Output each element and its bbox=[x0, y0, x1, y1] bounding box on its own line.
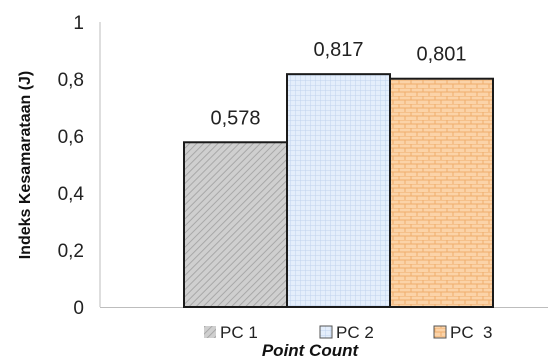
legend-label-1: PC 1 bbox=[220, 323, 258, 342]
legend-swatch-2 bbox=[319, 325, 333, 339]
y-axis-label: Indeks Kesamarataan (J) bbox=[17, 71, 34, 260]
data-labels: 0,578 0,817 0,801 bbox=[210, 39, 466, 129]
data-label-2: 0,817 bbox=[313, 39, 363, 61]
legend-label-3: PC 3 bbox=[450, 323, 493, 342]
bar-1 bbox=[183, 141, 288, 308]
y-tick-label: 0,6 bbox=[58, 127, 84, 148]
y-tick-label: 0,8 bbox=[58, 70, 84, 91]
bars bbox=[183, 73, 494, 308]
legend: PC 1 PC 2 PC 3 bbox=[204, 323, 493, 342]
bar-2 bbox=[286, 73, 391, 308]
y-tick-label: 0 bbox=[73, 298, 84, 319]
legend-swatch-3 bbox=[433, 325, 447, 339]
bar-3 bbox=[389, 77, 494, 308]
x-axis-label: Point Count bbox=[262, 341, 360, 360]
y-tick-labels: 0 0,2 0,4 0,6 0,8 1 bbox=[58, 13, 85, 319]
data-label-1: 0,578 bbox=[210, 107, 260, 129]
legend-swatch-1 bbox=[204, 326, 216, 338]
y-tick-label: 1 bbox=[73, 13, 84, 34]
legend-label-2: PC 2 bbox=[336, 323, 374, 342]
data-label-3: 0,801 bbox=[416, 44, 466, 66]
y-tick-label: 0,2 bbox=[58, 241, 84, 262]
y-tick-label: 0,4 bbox=[58, 184, 85, 205]
